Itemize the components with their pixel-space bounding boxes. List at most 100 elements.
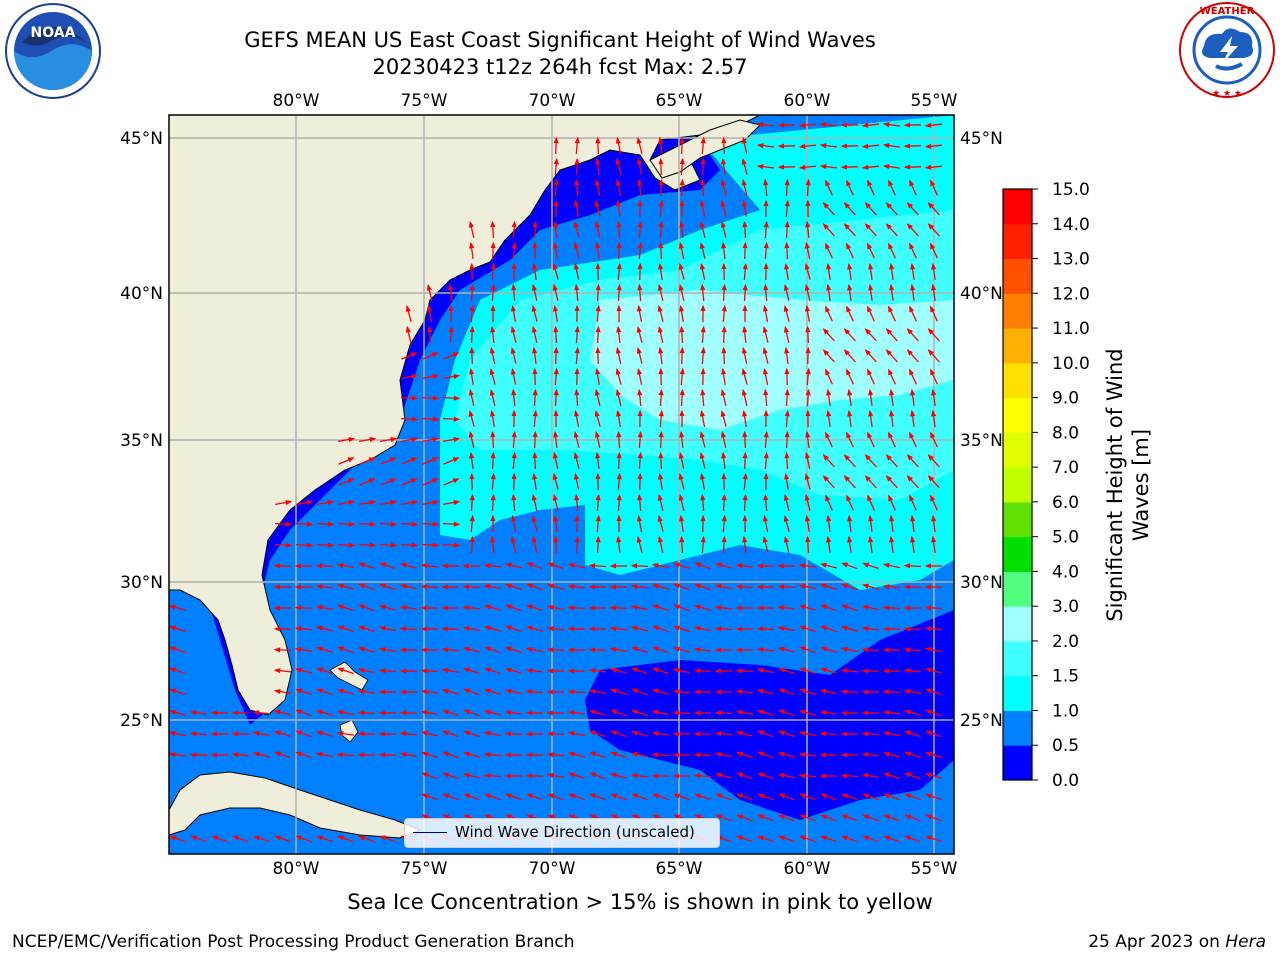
wave-direction-arrow [805, 430, 811, 448]
wave-direction-arrow [652, 625, 669, 633]
wave-direction-arrow [763, 430, 769, 449]
wave-direction-arrow [442, 436, 461, 443]
wave-direction-arrow [888, 242, 896, 259]
wave-direction-arrow [401, 352, 418, 360]
wave-direction-arrow [358, 604, 375, 612]
wave-direction-arrow [909, 179, 917, 196]
wave-direction-arrow [574, 283, 580, 302]
wave-direction-arrow [609, 646, 628, 653]
wave-direction-arrow [462, 584, 481, 590]
lon-label-top-70w: 70°W [529, 91, 576, 111]
wave-direction-arrow [636, 304, 643, 323]
wave-direction-arrow [399, 751, 418, 758]
wave-direction-arrow [763, 241, 769, 260]
wave-direction-arrow [679, 157, 685, 176]
wave-direction-arrow [799, 709, 816, 716]
wave-direction-arrow [931, 514, 937, 532]
wave-direction-arrow [843, 328, 856, 342]
wave-direction-arrow [511, 430, 517, 449]
wave-direction-arrow [736, 751, 753, 759]
wave-direction-arrow [735, 584, 754, 590]
colorbar-tick-label: 3.0 [1052, 597, 1079, 617]
wave-direction-arrow [804, 493, 811, 511]
wave-direction-arrow [469, 346, 475, 365]
wave-direction-arrow [526, 583, 543, 591]
wave-direction-arrow [798, 773, 817, 779]
wave-direction-arrow [490, 241, 496, 260]
wave-direction-arrow [573, 242, 580, 259]
wave-direction-arrow [379, 835, 396, 843]
wave-direction-arrow [930, 368, 938, 385]
wave-direction-arrow [736, 793, 753, 801]
map-title: GEFS MEAN US East Coast Significant Heig… [244, 28, 876, 52]
wave-direction-arrow [595, 535, 601, 554]
wave-direction-arrow [889, 409, 895, 427]
wave-direction-arrow [532, 472, 538, 490]
wave-direction-arrow [531, 283, 538, 301]
wave-direction-arrow [484, 646, 501, 654]
wave-direction-arrow [742, 430, 748, 449]
colorbar-segment [1003, 536, 1032, 572]
wave-direction-arrow [846, 305, 854, 322]
land-us [169, 115, 761, 716]
lat-label-right-25n: 25°N [960, 711, 1003, 731]
wave-direction-arrow [825, 179, 833, 196]
wave-direction-arrow [532, 451, 538, 470]
wave-direction-arrow [651, 709, 669, 716]
wave-direction-arrow [595, 304, 601, 323]
wave-direction-arrow [721, 346, 727, 365]
wave-direction-arrow [679, 220, 685, 238]
wave-direction-arrow [924, 646, 943, 653]
wave-direction-arrow [589, 730, 606, 738]
wave-direction-arrow [825, 305, 833, 322]
wave-direction-arrow [252, 751, 270, 758]
lat-label-left-45n: 45°N [120, 129, 163, 149]
wave-direction-arrow [714, 605, 732, 611]
wave-direction-arrow [399, 583, 417, 590]
wave-direction-arrow [720, 430, 727, 448]
colorbar-segment [1003, 328, 1032, 364]
wave-direction-arrow [610, 772, 627, 779]
wave-direction-arrow [715, 814, 732, 822]
wave-direction-arrow [316, 542, 335, 548]
wave-direction-arrow [825, 242, 833, 259]
wave-direction-arrow [672, 689, 690, 695]
wave-direction-arrow [337, 521, 356, 527]
wave-direction-arrow [862, 835, 879, 843]
wave-direction-arrow [930, 494, 938, 511]
wave-direction-arrow [483, 752, 501, 758]
wave-direction-arrow [903, 563, 922, 569]
wave-direction-arrow [636, 325, 643, 343]
wave-direction-arrow [337, 542, 356, 548]
wave-direction-arrow [568, 772, 585, 780]
wave-direction-arrow [678, 451, 685, 469]
wave-direction-arrow [595, 283, 601, 302]
wave-direction-arrow [295, 688, 312, 696]
wave-direction-arrow [315, 625, 333, 632]
wave-direction-arrow [720, 220, 727, 238]
wave-direction-arrow [169, 752, 186, 758]
wave-direction-arrow [490, 220, 496, 239]
wave-direction-arrow [822, 475, 835, 489]
wave-direction-arrow [658, 472, 664, 490]
lat-label-right-40n: 40°N [960, 284, 1003, 304]
wave-direction-arrow [762, 304, 769, 323]
wave-direction-arrow [658, 388, 664, 407]
wave-direction-arrow [883, 814, 900, 822]
wave-direction-arrow [868, 283, 874, 301]
wave-direction-arrow [553, 535, 559, 554]
wave-direction-arrow [762, 536, 769, 553]
wave-direction-arrow [679, 430, 685, 448]
wave-direction-arrow [889, 283, 895, 301]
wave-direction-arrow [714, 751, 733, 758]
wave-direction-arrow [490, 262, 496, 281]
wave-direction-arrow [784, 178, 790, 197]
wave-direction-arrow [594, 178, 601, 196]
wave-direction-arrow [720, 410, 727, 427]
wave-direction-arrow [552, 263, 559, 280]
wave-direction-arrow [531, 493, 538, 511]
wave-direction-arrow [421, 542, 440, 548]
wave-direction-arrow [380, 457, 397, 465]
wave-direction-arrow [861, 731, 880, 737]
svg-text:WEATHER: WEATHER [1200, 6, 1255, 17]
